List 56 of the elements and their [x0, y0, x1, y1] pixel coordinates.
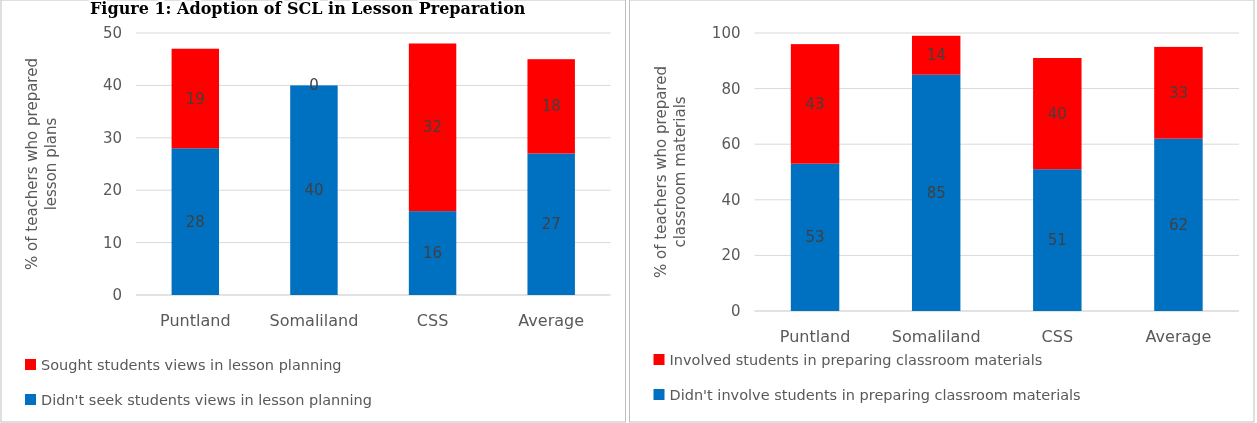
x-tick-label: Puntland — [779, 327, 851, 346]
y-tick-label: 40 — [721, 190, 741, 209]
x-tick-label: Average — [518, 311, 585, 330]
data-label: 51 — [1047, 231, 1067, 250]
data-label: 18 — [541, 97, 561, 116]
bar — [171, 48, 220, 149]
y-axis-title: % of teachers who prepared classroom materials — [651, 66, 689, 278]
data-label: 62 — [1168, 215, 1188, 234]
y-tick-label: 100 — [711, 24, 741, 42]
bar — [1033, 169, 1082, 311]
data-label: 28 — [185, 212, 205, 231]
data-label: 27 — [541, 215, 561, 234]
data-label: 43 — [805, 94, 825, 113]
data-label: 85 — [926, 183, 946, 202]
bar — [171, 148, 220, 295]
y-tick-label: 20 — [102, 181, 122, 200]
bar — [911, 74, 961, 311]
bar — [527, 153, 575, 295]
y-tick-label: 80 — [721, 79, 741, 98]
legend-label: Didn't involve students in preparing classroom materials — [669, 387, 1081, 403]
legend-label: Sought students views in lesson planning — [41, 357, 342, 373]
bar — [911, 35, 961, 75]
x-tick-label: Puntland — [160, 311, 231, 330]
data-label: 19 — [185, 89, 205, 108]
x-tick-label: Average — [1145, 327, 1212, 346]
legend-label: Didn't seek students views in lesson planning — [41, 392, 372, 408]
bar — [790, 44, 840, 164]
bar — [408, 43, 457, 212]
bar — [1033, 58, 1082, 170]
bar — [790, 163, 840, 311]
x-tick-label: Somaliland — [269, 311, 359, 330]
y-tick-label: 0 — [730, 302, 741, 320]
chart-title: Figure 1: Adoption of SCL in Lesson Preparation — [90, 0, 526, 18]
bar — [408, 211, 457, 295]
data-label: 33 — [1168, 83, 1188, 102]
x-tick-label: CSS — [1041, 327, 1074, 346]
data-label: 40 — [304, 181, 324, 200]
x-tick-label: CSS — [416, 311, 449, 330]
x-tick-label: Somaliland — [891, 327, 981, 346]
y-axis-title: % of teachers who prepared lesson plans — [23, 58, 60, 270]
data-label: 40 — [1047, 104, 1067, 123]
y-tick-label: 10 — [102, 233, 122, 252]
data-label: 53 — [805, 228, 825, 247]
y-tick-label: 60 — [721, 135, 741, 154]
bar — [1154, 46, 1203, 139]
y-tick-label: 50 — [102, 24, 122, 42]
y-tick-label: 40 — [102, 76, 122, 95]
data-label: 14 — [926, 46, 946, 65]
y-tick-label: 20 — [721, 246, 741, 265]
bar — [527, 59, 575, 154]
data-label: 16 — [423, 244, 443, 263]
legend-label: Involved students in preparing classroom materials — [669, 352, 1043, 368]
data-label: 32 — [423, 118, 443, 137]
y-tick-label: 0 — [112, 286, 122, 304]
y-tick-label: 30 — [102, 128, 122, 147]
bar — [1154, 138, 1203, 311]
